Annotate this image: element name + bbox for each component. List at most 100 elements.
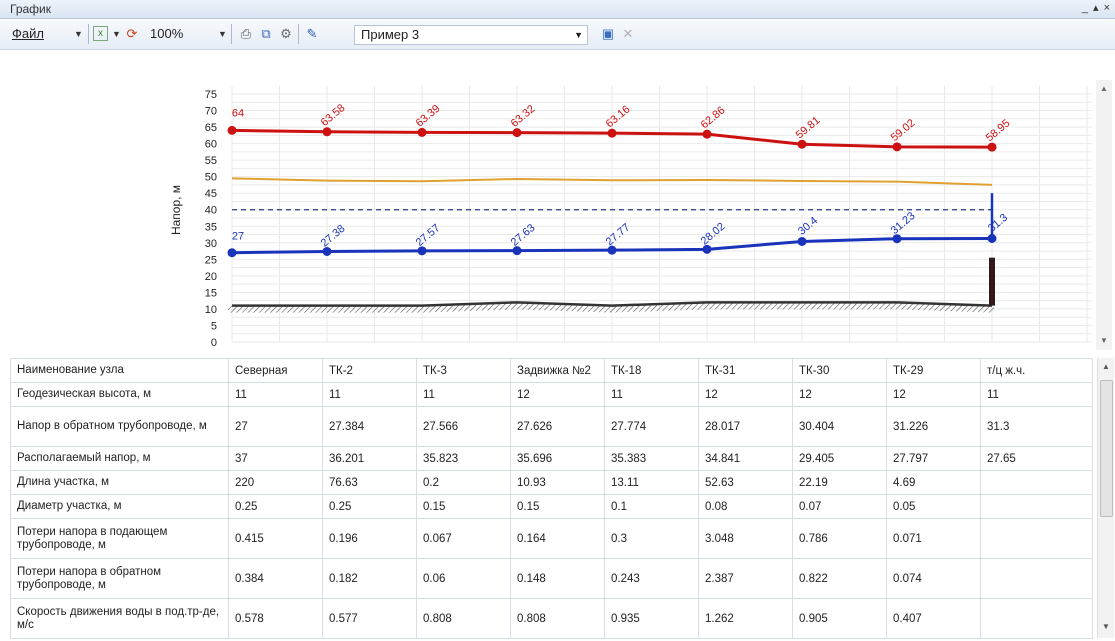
scroll-down-icon[interactable]: ▼: [1102, 622, 1110, 631]
table-row[interactable]: Потери напора в подающем трубопроводе, м…: [10, 518, 1093, 559]
table-cell[interactable]: 27.626: [510, 406, 605, 447]
table-row[interactable]: Скорость движения воды в под.тр-де, м/с 0…: [10, 598, 1093, 639]
table-cell[interactable]: 27.566: [416, 406, 511, 447]
table-cell[interactable]: [980, 518, 1093, 559]
table-cell[interactable]: 0.08: [698, 494, 793, 519]
table-cell[interactable]: 0.148: [510, 558, 605, 599]
table-cell[interactable]: 11: [228, 382, 323, 407]
table-cell[interactable]: ТК-29: [886, 358, 981, 383]
table-cell[interactable]: 0.25: [322, 494, 417, 519]
table-cell[interactable]: 0.2: [416, 470, 511, 495]
scroll-down-icon[interactable]: ▼: [1100, 336, 1108, 345]
table-cell[interactable]: 0.808: [510, 598, 605, 639]
table-cell[interactable]: 0.074: [886, 558, 981, 599]
table-cell[interactable]: [980, 558, 1093, 599]
print-icon[interactable]: ⎙: [240, 26, 252, 41]
table-cell[interactable]: 35.383: [604, 446, 699, 471]
table-cell[interactable]: 11: [416, 382, 511, 407]
table-cell[interactable]: 11: [604, 382, 699, 407]
table-cell[interactable]: 12: [792, 382, 887, 407]
refresh-icon[interactable]: ⟳: [126, 26, 138, 41]
table-cell[interactable]: 4.69: [886, 470, 981, 495]
table-cell[interactable]: 34.841: [698, 446, 793, 471]
table-cell[interactable]: 76.63: [322, 470, 417, 495]
export-dropdown-icon[interactable]: ▼: [112, 29, 121, 39]
table-cell[interactable]: 11: [980, 382, 1093, 407]
table-cell[interactable]: 0.071: [886, 518, 981, 559]
save-scheme-icon[interactable]: ▣: [601, 26, 615, 41]
table-cell[interactable]: 0.05: [886, 494, 981, 519]
table-cell[interactable]: 52.63: [698, 470, 793, 495]
table-cell[interactable]: [980, 494, 1093, 519]
table-cell[interactable]: ТК-18: [604, 358, 699, 383]
table-cell[interactable]: 27.65: [980, 446, 1093, 471]
scroll-up-icon[interactable]: ▲: [1102, 362, 1110, 371]
table-row[interactable]: Геодезическая высота, м 11 11 11 12 11 12 12 12 1…: [10, 382, 1093, 407]
zoom-value[interactable]: 100%: [150, 26, 184, 41]
table-cell[interactable]: 36.201: [322, 446, 417, 471]
table-cell[interactable]: 10.93: [510, 470, 605, 495]
table-cell[interactable]: 0.067: [416, 518, 511, 559]
table-cell[interactable]: ТК-30: [792, 358, 887, 383]
scroll-up-icon[interactable]: ▲: [1100, 84, 1108, 93]
table-cell[interactable]: [980, 598, 1093, 639]
table-cell[interactable]: 3.048: [698, 518, 793, 559]
table-cell[interactable]: 27.774: [604, 406, 699, 447]
table-row[interactable]: Наименование узла Северная ТК-2 ТК-3 Задвижк…: [10, 358, 1093, 383]
table-cell[interactable]: 0.243: [604, 558, 699, 599]
table-cell[interactable]: 11: [322, 382, 417, 407]
table-cell[interactable]: Задвижка №2: [510, 358, 605, 383]
table-cell[interactable]: 12: [886, 382, 981, 407]
file-menu[interactable]: Файл: [12, 26, 44, 41]
window-controls[interactable]: _ ▴ ×: [1081, 2, 1111, 14]
table-cell[interactable]: 0.182: [322, 558, 417, 599]
table-cell[interactable]: 0.164: [510, 518, 605, 559]
table-cell[interactable]: 0.1: [604, 494, 699, 519]
table-cell[interactable]: Северная: [228, 358, 323, 383]
table-cell[interactable]: 1.262: [698, 598, 793, 639]
table-cell[interactable]: 12: [510, 382, 605, 407]
table-cell[interactable]: 0.822: [792, 558, 887, 599]
table-row[interactable]: Диаметр участка, м 0.25 0.25 0.15 0.15 0.1 0.0…: [10, 494, 1093, 519]
table-cell[interactable]: 35.696: [510, 446, 605, 471]
table-cell[interactable]: ТК-2: [322, 358, 417, 383]
table-cell[interactable]: 220: [228, 470, 323, 495]
table-cell[interactable]: 31.3: [980, 406, 1093, 447]
table-cell[interactable]: 13.11: [604, 470, 699, 495]
table-cell[interactable]: 0.25: [228, 494, 323, 519]
delete-scheme-icon[interactable]: ✕: [622, 26, 634, 41]
zoom-dropdown-icon[interactable]: ▼: [218, 29, 227, 39]
table-row[interactable]: Напор в обратном трубопроводе, м 27 27.384…: [10, 406, 1093, 447]
table-cell[interactable]: 0.935: [604, 598, 699, 639]
table-row[interactable]: Потери напора в обратном трубопроводе, м…: [10, 558, 1093, 599]
chart-settings-icon[interactable]: ✎: [306, 26, 318, 41]
table-cell[interactable]: 0.07: [792, 494, 887, 519]
scheme-select[interactable]: Пример 3 ▼: [354, 25, 588, 45]
table-cell[interactable]: 29.405: [792, 446, 887, 471]
table-cell[interactable]: 0.196: [322, 518, 417, 559]
table-cell[interactable]: ТК-31: [698, 358, 793, 383]
table-cell[interactable]: 27.384: [322, 406, 417, 447]
table-cell[interactable]: 30.404: [792, 406, 887, 447]
table-cell[interactable]: 0.415: [228, 518, 323, 559]
table-cell[interactable]: т/ц ж.ч.: [980, 358, 1093, 383]
table-cell[interactable]: 31.226: [886, 406, 981, 447]
table-cell[interactable]: 0.384: [228, 558, 323, 599]
scrollbar-thumb[interactable]: [1100, 380, 1113, 517]
table-cell[interactable]: 0.905: [792, 598, 887, 639]
table-cell[interactable]: 12: [698, 382, 793, 407]
table-cell[interactable]: ТК-3: [416, 358, 511, 383]
print-preview-icon[interactable]: ⧉: [261, 26, 271, 41]
table-cell[interactable]: 0.06: [416, 558, 511, 599]
table-row[interactable]: Длина участка, м 220 76.63 0.2 10.93 13.11 52.…: [10, 470, 1093, 495]
chevron-down-icon[interactable]: ▼: [574, 30, 583, 40]
table-row[interactable]: Располагаемый напор, м 37 36.201 35.823 35.6…: [10, 446, 1093, 471]
table-cell[interactable]: 2.387: [698, 558, 793, 599]
table-cell[interactable]: 0.407: [886, 598, 981, 639]
table-cell[interactable]: 0.808: [416, 598, 511, 639]
chart-scrollbar[interactable]: ▲ ▼: [1096, 80, 1112, 350]
table-cell[interactable]: 0.786: [792, 518, 887, 559]
table-cell[interactable]: 0.578: [228, 598, 323, 639]
table-cell[interactable]: 22.19: [792, 470, 887, 495]
table-cell[interactable]: 0.15: [416, 494, 511, 519]
